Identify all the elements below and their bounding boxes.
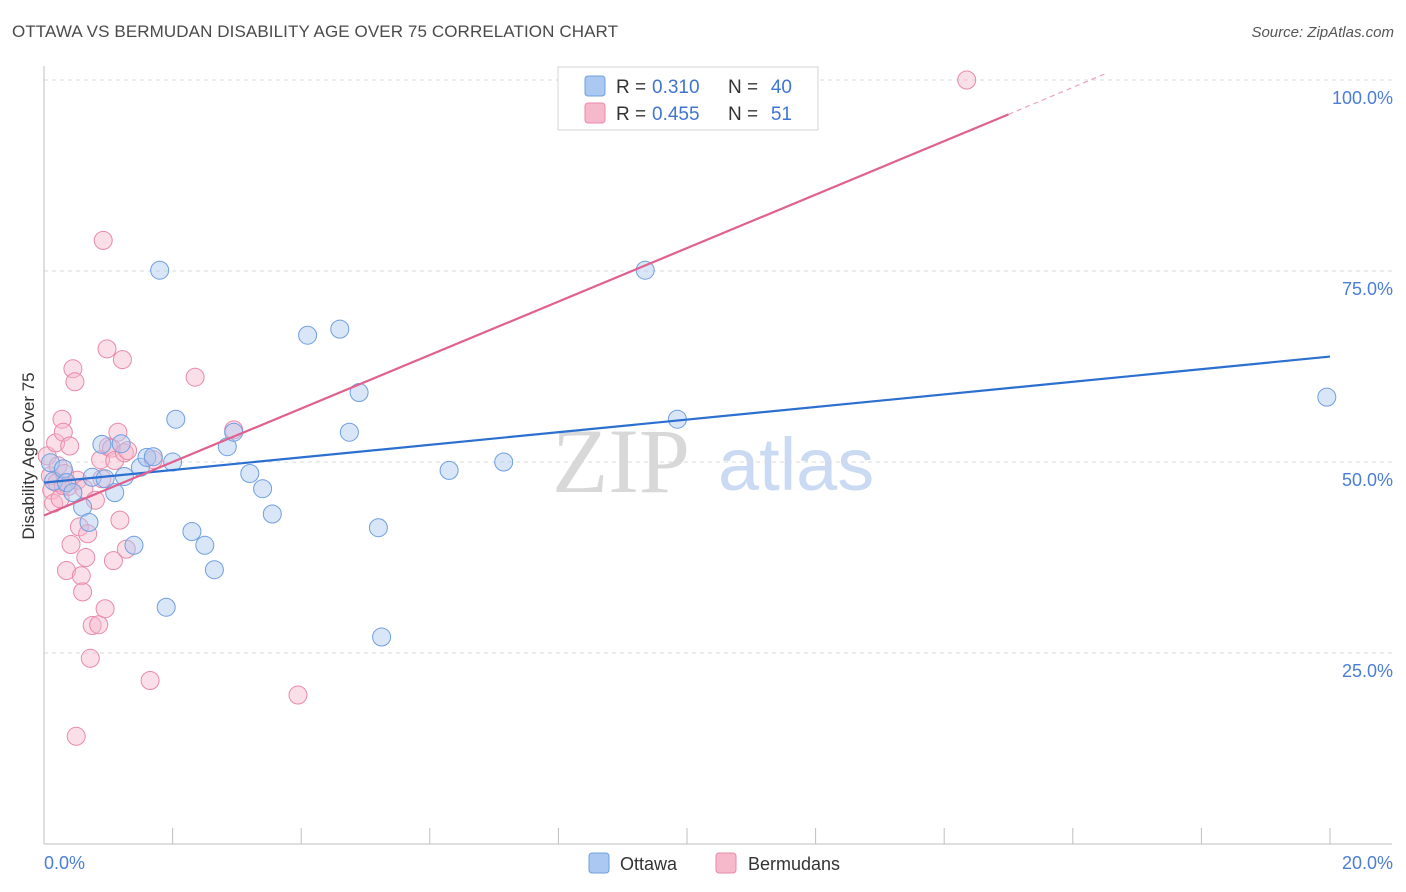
y-tick-label-3: 100.0% <box>1332 88 1393 108</box>
point-ottawa-4 <box>63 483 83 503</box>
point-bermudans-44 <box>140 671 160 690</box>
point-bermudans-28 <box>89 615 109 635</box>
point-bermudans-46 <box>185 367 205 387</box>
point-ottawa-34 <box>372 627 392 647</box>
point-ottawa-26 <box>240 464 260 483</box>
x-ticks <box>43 828 1331 844</box>
point-bermudans-4 <box>46 433 66 453</box>
point-ottawa-13 <box>124 535 144 555</box>
point-bermudans-21 <box>73 582 93 602</box>
points <box>37 70 1337 746</box>
point-bermudans-17 <box>66 726 86 746</box>
y-tick-label-1: 50.0% <box>1342 470 1393 490</box>
y-tick-label-2: 75.0% <box>1342 279 1393 299</box>
point-ottawa-31 <box>339 422 359 442</box>
y-axis-title: Disability Age Over 75 <box>19 372 38 539</box>
source-label: Source: ZipAtlas.com <box>1251 24 1394 41</box>
legend-ottawa-r-label: R = <box>616 77 646 98</box>
point-bermudans-36 <box>103 551 123 571</box>
legend-ottawa-r-value: 0.310 <box>652 77 700 98</box>
point-bermudans-31 <box>93 230 113 250</box>
point-bermudans-49 <box>957 70 977 90</box>
point-ottawa-29 <box>298 325 318 345</box>
point-bermudans-16 <box>65 372 85 392</box>
point-bermudans-6 <box>48 456 68 476</box>
point-ottawa-36 <box>494 452 514 472</box>
correlation-legend: R = 0.310 N = 40 R = 0.455 N = 51 <box>557 66 819 131</box>
point-ottawa-39 <box>1317 387 1337 407</box>
bottom-legend-bermudans: Bermudans <box>748 854 840 874</box>
point-bermudans-38 <box>108 422 128 442</box>
point-bermudans-13 <box>60 436 80 456</box>
point-ottawa-8 <box>92 434 112 454</box>
legend-swatch-ottawa <box>584 75 606 97</box>
point-ottawa-15 <box>137 447 157 467</box>
chart-title: OTTAWA VS BERMUDAN DISABILITY AGE OVER 7… <box>12 22 619 41</box>
point-ottawa-18 <box>156 597 176 617</box>
x-tick-label-0: 0.0% <box>44 853 85 873</box>
point-bermudans-11 <box>57 561 76 580</box>
point-ottawa-35 <box>439 460 459 480</box>
legend-ottawa-n-label: N = <box>728 77 758 98</box>
bottom-legend-swatch-bermudans <box>715 852 737 874</box>
point-ottawa-9 <box>95 469 115 489</box>
point-bermudans-48 <box>288 685 308 705</box>
legend-bermudans-n-value: 51 <box>771 104 792 125</box>
point-ottawa-3 <box>57 473 76 493</box>
y-tick-labels: 25.0% 50.0% 75.0% 100.0% <box>1332 88 1393 681</box>
point-bermudans-40 <box>112 350 132 370</box>
point-bermudans-37 <box>105 451 125 470</box>
point-bermudans-26 <box>82 616 102 635</box>
point-ottawa-17 <box>150 260 170 280</box>
point-ottawa-30 <box>330 319 350 339</box>
trend-lines <box>43 73 1331 517</box>
point-bermudans-23 <box>76 548 96 567</box>
grid-lines <box>44 79 1392 654</box>
x-tick-label-1: 20.0% <box>1342 853 1393 873</box>
point-ottawa-33 <box>368 518 388 538</box>
point-ottawa-11 <box>111 434 131 454</box>
point-ottawa-23 <box>204 560 224 580</box>
point-ottawa-22 <box>195 535 215 555</box>
bottom-legend-swatch-ottawa <box>588 852 610 874</box>
legend-ottawa-n-value: 40 <box>771 77 792 98</box>
point-bermudans-33 <box>97 339 117 359</box>
legend-swatch-bermudans <box>584 102 606 124</box>
trend-line-bermudans <box>43 113 1009 517</box>
watermark-atlas: atlas <box>718 423 874 506</box>
trend-line-ottawa <box>43 355 1331 484</box>
point-ottawa-21 <box>182 522 202 541</box>
series-legend: Ottawa Bermudans <box>588 852 840 874</box>
bottom-legend-ottawa: Ottawa <box>620 854 678 874</box>
x-tick-labels: 0.0% 20.0% <box>44 853 1393 873</box>
point-ottawa-28 <box>262 504 282 524</box>
y-tick-label-0: 25.0% <box>1342 661 1393 681</box>
legend-bermudans-r-value: 0.455 <box>652 104 700 125</box>
point-ottawa-16 <box>143 447 163 467</box>
point-bermudans-25 <box>80 648 100 668</box>
point-ottawa-20 <box>166 409 186 429</box>
point-bermudans-39 <box>110 510 130 530</box>
point-bermudans-20 <box>71 566 91 586</box>
point-bermudans-32 <box>95 599 115 619</box>
point-ottawa-27 <box>253 479 273 499</box>
legend-bermudans-r-label: R = <box>616 104 646 125</box>
point-ottawa-6 <box>79 512 99 532</box>
legend-bermudans-n-label: N = <box>728 104 758 125</box>
point-bermudans-14 <box>61 535 81 554</box>
